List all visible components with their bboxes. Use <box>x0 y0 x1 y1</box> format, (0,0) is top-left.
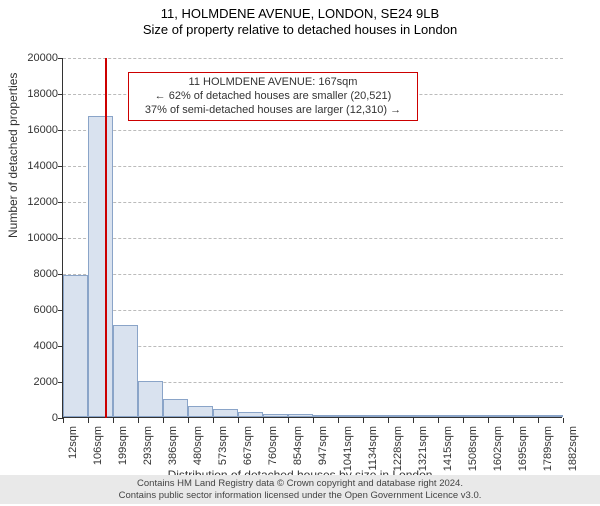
attribution-line-2: Contains public sector information licen… <box>0 490 600 501</box>
gridline <box>63 274 563 275</box>
xtick-mark <box>413 418 414 423</box>
histogram-bar <box>388 415 413 417</box>
xtick-mark <box>563 418 564 423</box>
callout-line-1: 11 HOLMDENE AVENUE: 167sqm <box>135 76 411 90</box>
xtick-mark <box>138 418 139 423</box>
xtick-label: 12sqm <box>67 426 79 459</box>
histogram-bar <box>163 399 188 417</box>
property-marker-line <box>105 58 107 418</box>
histogram-bar <box>413 415 438 417</box>
ytick-label: 8000 <box>8 268 58 280</box>
xtick-label: 1321sqm <box>417 426 429 471</box>
xtick-mark <box>163 418 164 423</box>
xtick-mark <box>513 418 514 423</box>
xtick-mark <box>463 418 464 423</box>
histogram-bar <box>313 415 338 417</box>
xtick-label: 480sqm <box>192 426 204 465</box>
ytick-mark <box>58 202 63 203</box>
xtick-label: 760sqm <box>267 426 279 465</box>
xtick-mark <box>63 418 64 423</box>
xtick-label: 1041sqm <box>342 426 354 471</box>
ytick-mark <box>58 130 63 131</box>
xtick-mark <box>488 418 489 423</box>
callout-box: 11 HOLMDENE AVENUE: 167sqm ← 62% of deta… <box>128 72 418 121</box>
ytick-label: 16000 <box>8 124 58 136</box>
xtick-label: 1789sqm <box>542 426 554 471</box>
ytick-label: 10000 <box>8 232 58 244</box>
histogram-bar <box>288 414 313 417</box>
xtick-mark <box>238 418 239 423</box>
histogram-bar <box>88 116 113 417</box>
histogram-bar <box>338 415 363 417</box>
attribution-line-1: Contains HM Land Registry data © Crown c… <box>0 478 600 489</box>
gridline <box>63 130 563 131</box>
xtick-mark <box>363 418 364 423</box>
ytick-label: 2000 <box>8 376 58 388</box>
ytick-label: 4000 <box>8 340 58 352</box>
xtick-mark <box>288 418 289 423</box>
ytick-label: 6000 <box>8 304 58 316</box>
ytick-label: 0 <box>8 412 58 424</box>
gridline <box>63 166 563 167</box>
gridline <box>63 346 563 347</box>
xtick-mark <box>388 418 389 423</box>
xtick-label: 573sqm <box>217 426 229 465</box>
ytick-label: 18000 <box>8 88 58 100</box>
xtick-label: 1882sqm <box>567 426 579 471</box>
xtick-mark <box>263 418 264 423</box>
xtick-label: 1228sqm <box>392 426 404 471</box>
xtick-label: 1695sqm <box>517 426 529 471</box>
callout-line-3: 37% of semi-detached houses are larger (… <box>135 104 411 118</box>
xtick-mark <box>338 418 339 423</box>
xtick-label: 947sqm <box>317 426 329 465</box>
histogram-bar <box>263 414 288 417</box>
histogram-bar <box>138 381 163 417</box>
xtick-mark <box>313 418 314 423</box>
xtick-label: 199sqm <box>117 426 129 465</box>
xtick-label: 386sqm <box>167 426 179 465</box>
page-title: 11, HOLMDENE AVENUE, LONDON, SE24 9LB <box>0 6 600 21</box>
xtick-label: 1415sqm <box>442 426 454 471</box>
xtick-mark <box>113 418 114 423</box>
xtick-mark <box>188 418 189 423</box>
histogram-bar <box>513 415 538 417</box>
callout-line-2: ← 62% of detached houses are smaller (20… <box>135 90 411 104</box>
gridline <box>63 310 563 311</box>
histogram-bar <box>538 415 563 417</box>
histogram-bar <box>238 412 263 417</box>
histogram-bar <box>213 409 238 417</box>
xtick-mark <box>213 418 214 423</box>
xtick-label: 1134sqm <box>367 426 379 470</box>
histogram-bar <box>463 415 488 417</box>
histogram-bar <box>438 415 463 417</box>
page-subtitle: Size of property relative to detached ho… <box>0 22 600 37</box>
xtick-label: 293sqm <box>142 426 154 465</box>
ytick-mark <box>58 94 63 95</box>
histogram-bar <box>488 415 513 417</box>
histogram-bar <box>63 275 88 417</box>
ytick-mark <box>58 238 63 239</box>
gridline <box>63 202 563 203</box>
ytick-label: 14000 <box>8 160 58 172</box>
xtick-label: 1508sqm <box>467 426 479 471</box>
ytick-mark <box>58 166 63 167</box>
xtick-label: 854sqm <box>292 426 304 465</box>
xtick-label: 106sqm <box>92 426 104 465</box>
gridline <box>63 238 563 239</box>
xtick-label: 1602sqm <box>492 426 504 471</box>
gridline <box>63 58 563 59</box>
histogram-bar <box>188 406 213 417</box>
ytick-label: 20000 <box>8 52 58 64</box>
histogram-bar <box>113 325 138 417</box>
xtick-mark <box>438 418 439 423</box>
ytick-mark <box>58 58 63 59</box>
xtick-mark <box>88 418 89 423</box>
histogram-bar <box>363 415 388 417</box>
chart-area: 0200040006000800010000120001400016000180… <box>62 58 562 418</box>
xtick-label: 667sqm <box>242 426 254 465</box>
xtick-mark <box>538 418 539 423</box>
ytick-label: 12000 <box>8 196 58 208</box>
